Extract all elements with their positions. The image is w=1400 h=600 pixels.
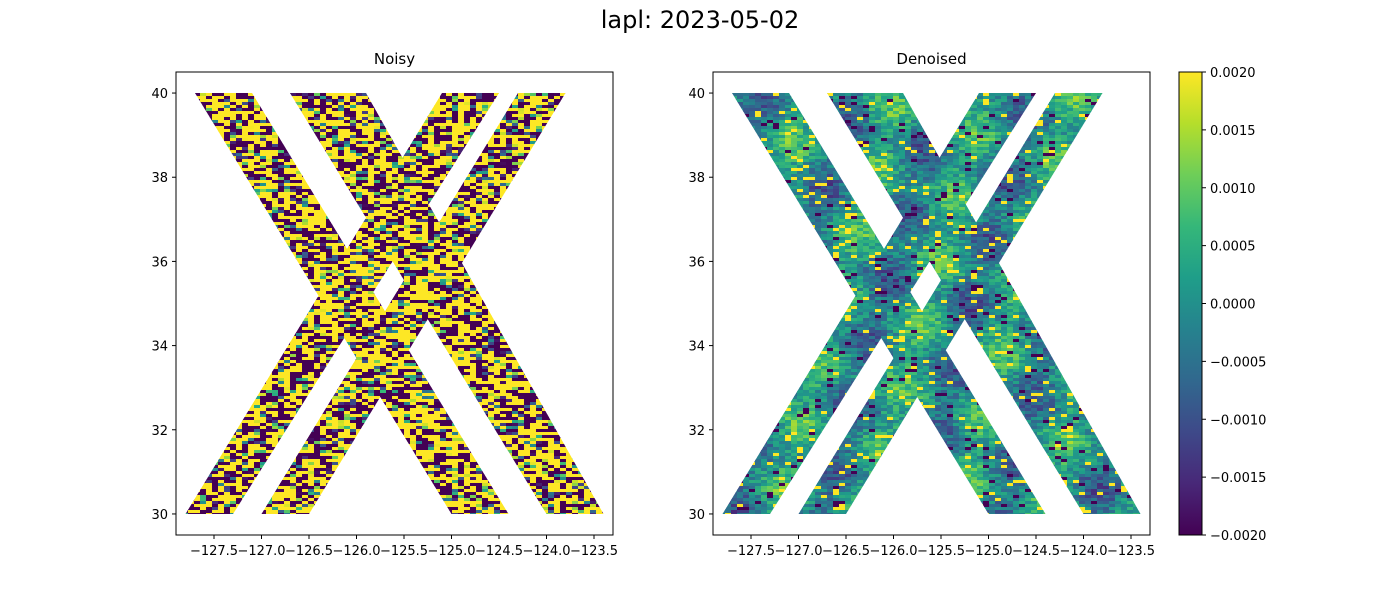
y-tick-label: 38 [151, 171, 168, 186]
colorbar-tick-label: −0.0015 [1210, 471, 1266, 486]
x-tick-label: −124.0 [1059, 544, 1107, 559]
y-tick-label: 30 [688, 508, 705, 523]
panel-title: Denoised [896, 50, 966, 68]
axes-frame [175, 71, 614, 536]
x-tick-label: −125.0 [964, 544, 1012, 559]
x-tick-label: −126.0 [332, 544, 380, 559]
x-tick-label: −126.0 [869, 544, 917, 559]
axes-frame [712, 71, 1151, 536]
colorbar-tick-label: 0.0020 [1210, 66, 1256, 81]
y-tick-label: 34 [151, 340, 168, 355]
x-tick-label: −126.5 [822, 544, 870, 559]
colorbar: 0.0020 0.0015 0.0010 0.0005 0.0000 −0.0005 −0.… [1178, 66, 1266, 544]
x-tick-label: −125.5 [917, 544, 965, 559]
x-tick-label: −127.0 [237, 544, 285, 559]
panel-denoised: Denoised−127.5 −127.0 −126.5 −126.0 −125.5 −1… [688, 50, 1155, 559]
x-tick-label: −125.5 [380, 544, 428, 559]
y-tick-label: 38 [688, 171, 705, 186]
x-tick-label: −125.0 [427, 544, 475, 559]
y-tick-label: 40 [688, 87, 705, 102]
x-tick-label: −126.5 [285, 544, 333, 559]
y-tick-label: 40 [151, 87, 168, 102]
heatmap-texture [185, 93, 604, 514]
colorbar-tick-label: −0.0020 [1210, 529, 1266, 544]
colorbar-tick-label: −0.0010 [1210, 413, 1266, 428]
colorbar-tick-label: 0.0015 [1210, 124, 1256, 139]
colorbar-tick-label: −0.0005 [1210, 355, 1266, 370]
y-tick-label: 32 [688, 424, 705, 439]
colorbar-gradient [1178, 71, 1203, 536]
y-tick-label: 34 [688, 340, 705, 355]
x-tick-label: −124.0 [522, 544, 570, 559]
x-tick-label: −124.5 [475, 544, 523, 559]
panel-title: Noisy [374, 50, 415, 68]
x-tick-label: −127.5 [727, 544, 775, 559]
x-tick-label: −127.0 [774, 544, 822, 559]
x-tick-label: −123.5 [1107, 544, 1155, 559]
x-tick-label: −124.5 [1012, 544, 1060, 559]
colorbar-tick-label: 0.0010 [1210, 182, 1256, 197]
colorbar-tick-label: 0.0005 [1210, 240, 1256, 255]
colorbar-tick-label: 0.0000 [1210, 298, 1256, 313]
x-tick-label: −127.5 [190, 544, 238, 559]
y-tick-label: 36 [688, 255, 705, 270]
panel-noisy: Noisy −127.5 −127.0 −126.5 −126.0 −125.5 −125.… [151, 50, 618, 559]
x-tick-label: −123.5 [570, 544, 618, 559]
y-tick-label: 30 [151, 508, 168, 523]
heatmap-texture [722, 93, 1141, 514]
figure-suptitle: lapl: 2023-05-02 [0, 6, 1400, 34]
y-tick-label: 32 [151, 424, 168, 439]
y-tick-label: 36 [151, 255, 168, 270]
